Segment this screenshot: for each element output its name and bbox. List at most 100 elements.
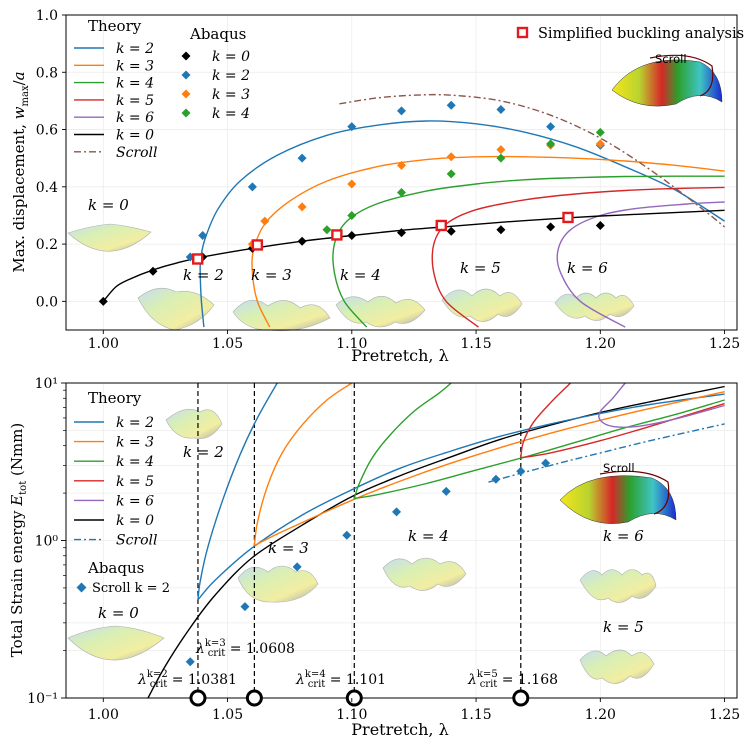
shape-scroll-top-edge (649, 54, 714, 97)
top-ytick-label-0: 0.0 (36, 294, 58, 310)
bottom-legend-abaqus: Abaqus Scroll k = 2 (76, 559, 170, 596)
bshape-k3 (237, 565, 319, 603)
bot-abaqus-pt-7 (516, 466, 526, 476)
bot-label-k6: k = 6 (603, 527, 644, 545)
bottom-legend-theory: Theory k = 2 k = 3 k = 4 k = 5 k = 6 k = 0 Scr… (74, 389, 158, 549)
bot-label-k3: k = 3 (268, 539, 309, 557)
bot-abaqus-pt-0 (185, 657, 195, 667)
legend-theory-title: Theory (88, 17, 142, 35)
top-y-axis-label: Max. displacement, wmax/a (10, 71, 31, 272)
top-abaqus-k3-pt-2 (297, 202, 307, 212)
bot-abaqus-pt-3 (342, 530, 352, 540)
bot-xtick-label-4: 1.20 (585, 707, 616, 723)
bot-legend-label-2: k = 4 (116, 454, 154, 470)
bot-legend-label-5: k = 0 (116, 513, 154, 529)
top-abaqus-k0-pt-5 (347, 231, 357, 240)
top-abaqus-legend-marker-1 (181, 70, 191, 80)
top-theory-line-k3-1 (251, 155, 725, 328)
top-abaqus-k2-pt-4 (347, 122, 357, 132)
top-abaqus-k4-pt-4 (496, 153, 506, 163)
top-panel: 1.00 1.05 1.10 1.15 1.20 1.25 0.0 0.2 0.4 0.6 0.8… (10, 8, 744, 365)
bot-legend-label-6: Scroll (116, 533, 158, 549)
top-theory-line-k4-2 (332, 175, 725, 328)
bot-theory-line-k6-9 (598, 383, 725, 428)
bot-theory-line-Scroll-10 (488, 423, 725, 483)
bottom-critical-circles (189, 689, 530, 707)
top-theory-line-Scroll-6 (339, 93, 726, 228)
top-label-k3: k = 3 (251, 266, 292, 284)
bot-crit-circle-3 (512, 689, 530, 707)
top-simplified-pt-4 (562, 211, 574, 224)
top-y-ticks: 0.0 0.2 0.4 0.6 0.8 1.0 (36, 8, 66, 310)
bshape-k5 (579, 649, 655, 684)
top-abaqus-legend-marker-3 (181, 108, 191, 118)
top-ytick-label-5: 1.0 (36, 8, 58, 24)
top-xtick-label-4: 1.20 (585, 336, 616, 352)
top-legend-label-0: k = 2 (116, 41, 154, 57)
top-theory-line-k5-3 (431, 186, 725, 328)
top-abaqus-legend-label-2: k = 3 (212, 87, 250, 103)
top-abaqus-k3-pt-1 (260, 216, 270, 226)
top-legend-label-1: k = 3 (116, 58, 154, 74)
simplified-legend-label: Simplified buckling analysis (538, 26, 744, 42)
bottom-panel: 1.00 1.05 1.10 1.15 1.20 1.25 10⁻¹ 10⁰ 10¹ Pret… (8, 376, 740, 739)
top-abaqus-k4-pt-1 (347, 210, 357, 220)
top-simplified-pt-2 (331, 229, 343, 241)
bottom-theory-curves (147, 383, 725, 698)
top-x-ticks: 1.00 1.05 1.10 1.15 1.20 1.25 (88, 330, 740, 352)
shape-k5 (441, 288, 523, 322)
legend-abaqus-title: Abaqus (189, 25, 246, 43)
bottom-abaqus-markers (185, 458, 551, 667)
top-abaqus-k0-pt-9 (546, 222, 556, 232)
top-label-k2: k = 2 (183, 266, 224, 284)
top-abaqus-k0-pt-8 (496, 225, 506, 235)
bot-xtick-label-2: 1.10 (336, 707, 367, 723)
top-abaqus-k0-pt-6 (397, 228, 406, 238)
bot-crit-circle-2 (345, 689, 363, 707)
shape-k4 (335, 295, 426, 328)
top-abaqus-k4-pt-2 (397, 188, 406, 198)
bot-ytick-label-2: 10¹ (35, 376, 58, 392)
bshape-k4 (382, 557, 467, 591)
top-abaqus-k3-pt-4 (397, 160, 406, 170)
top-abaqus-k3-pt-5 (446, 152, 456, 162)
bot-legend-label-0: k = 2 (116, 415, 154, 431)
bottom-x-axis-label: Pretretch, λ (351, 720, 448, 739)
bot-theory-line-k5-7 (520, 383, 571, 458)
top-abaqus-k3-pt-3 (347, 179, 357, 189)
shape-scroll-top (611, 59, 723, 107)
top-abaqus-k2-pt-8 (546, 122, 556, 132)
top-abaqus-k0-pt-7 (446, 226, 456, 236)
top-abaqus-k0-pt-0 (98, 296, 108, 306)
bot-ytick-label-0: 10⁻¹ (27, 691, 58, 707)
top-abaqus-legend-label-3: k = 4 (212, 106, 250, 122)
top-theory-line-k6-4 (556, 201, 725, 328)
top-abaqus-k3-pt-6 (496, 145, 506, 155)
top-abaqus-k4-pt-6 (595, 127, 605, 137)
blegend-abaqus-label: Scroll k = 2 (92, 581, 170, 596)
top-theory-curves (102, 93, 726, 328)
bottom-critical-lines (197, 383, 522, 698)
top-xtick-label-2: 1.10 (336, 336, 367, 352)
bot-xtick-label-3: 1.15 (460, 707, 491, 723)
bshape-k0 (67, 625, 165, 661)
top-simplified-markers (192, 211, 574, 265)
bot-abaqus-pt-4 (392, 507, 402, 517)
top-legend-simplified: Simplified buckling analysis (516, 26, 744, 42)
bot-xtick-label-5: 1.25 (709, 707, 740, 723)
top-ytick-label-3: 0.6 (36, 123, 58, 139)
top-xtick-label-3: 1.15 (460, 336, 491, 352)
bot-theory-line-k4-5 (353, 383, 452, 499)
bot-crit-label-2: λk=4 crit = 1.101 (295, 669, 386, 690)
bot-xtick-label-0: 1.00 (88, 707, 119, 723)
bshape-scroll-edge (599, 470, 670, 515)
top-ytick-label-4: 0.8 (36, 65, 58, 81)
bot-legend-label-4: k = 6 (116, 493, 154, 509)
top-abaqus-k3-pt-8 (595, 139, 605, 149)
top-simplified-pt-3 (435, 219, 447, 232)
top-legend-label-4: k = 6 (116, 110, 154, 126)
bshape-k6 (579, 569, 657, 603)
blegend-abaqus-marker (76, 582, 87, 593)
top-legend-label-3: k = 5 (116, 93, 154, 109)
bottom-shape-illustrations (67, 409, 677, 684)
